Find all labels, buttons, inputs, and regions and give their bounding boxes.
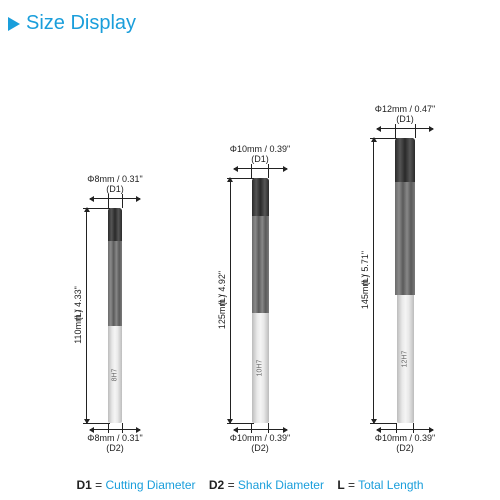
shank-mark: 8H7 bbox=[112, 368, 119, 381]
legend-d1-val: Cutting Diameter bbox=[106, 478, 196, 492]
dim-line-length bbox=[230, 178, 231, 423]
dim-line-d2 bbox=[234, 429, 287, 430]
shank-mark: 10H7 bbox=[257, 360, 264, 377]
dim-d2: Φ10mm / 0.39"(D2) bbox=[215, 433, 305, 453]
reamer-tool: 8H7 bbox=[108, 208, 122, 423]
dim-length-label: (L) bbox=[73, 287, 83, 343]
tool-shank: 10H7 bbox=[252, 313, 269, 423]
tool-flute bbox=[108, 208, 122, 326]
dim-line-d2 bbox=[90, 429, 140, 430]
dim-d1: Φ10mm / 0.39"(D1) bbox=[215, 144, 305, 164]
dim-line-d1 bbox=[234, 168, 287, 169]
dim-length-label: (L) bbox=[360, 252, 370, 308]
tool-flute bbox=[252, 178, 269, 313]
legend-d1-key: D1 bbox=[76, 478, 91, 492]
dim-line-d2 bbox=[377, 429, 433, 430]
dim-length-label: (L) bbox=[217, 272, 227, 328]
header: Size Display bbox=[0, 0, 500, 43]
legend-l-key: L bbox=[337, 478, 344, 492]
dim-d2: Φ10mm / 0.39"(D2) bbox=[360, 433, 450, 453]
diagram-area: 8H7Φ8mm / 0.31"(D1)Φ8mm / 0.31"(D2)110mm… bbox=[0, 43, 500, 443]
header-title: Size Display bbox=[26, 12, 136, 35]
legend-d2-val: Shank Diameter bbox=[238, 478, 324, 492]
dim-d1: Φ12mm / 0.47"(D1) bbox=[360, 104, 450, 124]
tool-flute bbox=[395, 138, 415, 295]
reamer-tool: 10H7 bbox=[252, 178, 269, 423]
legend-l-val: Total Length bbox=[358, 478, 423, 492]
legend: D1 = Cutting Diameter D2 = Shank Diamete… bbox=[0, 478, 500, 492]
dim-line-length bbox=[86, 208, 87, 423]
arrow-icon bbox=[8, 17, 20, 31]
dim-d1: Φ8mm / 0.31"(D1) bbox=[70, 174, 160, 194]
tool-shank: 12H7 bbox=[397, 295, 414, 423]
dim-line-d1 bbox=[90, 198, 140, 199]
dim-d2: Φ8mm / 0.31"(D2) bbox=[70, 433, 160, 453]
reamer-tool: 12H7 bbox=[395, 138, 415, 423]
legend-d2-key: D2 bbox=[209, 478, 224, 492]
shank-mark: 12H7 bbox=[402, 351, 409, 368]
dim-line-length bbox=[373, 138, 374, 423]
tool-shank: 8H7 bbox=[108, 326, 122, 423]
dim-line-d1 bbox=[377, 128, 433, 129]
